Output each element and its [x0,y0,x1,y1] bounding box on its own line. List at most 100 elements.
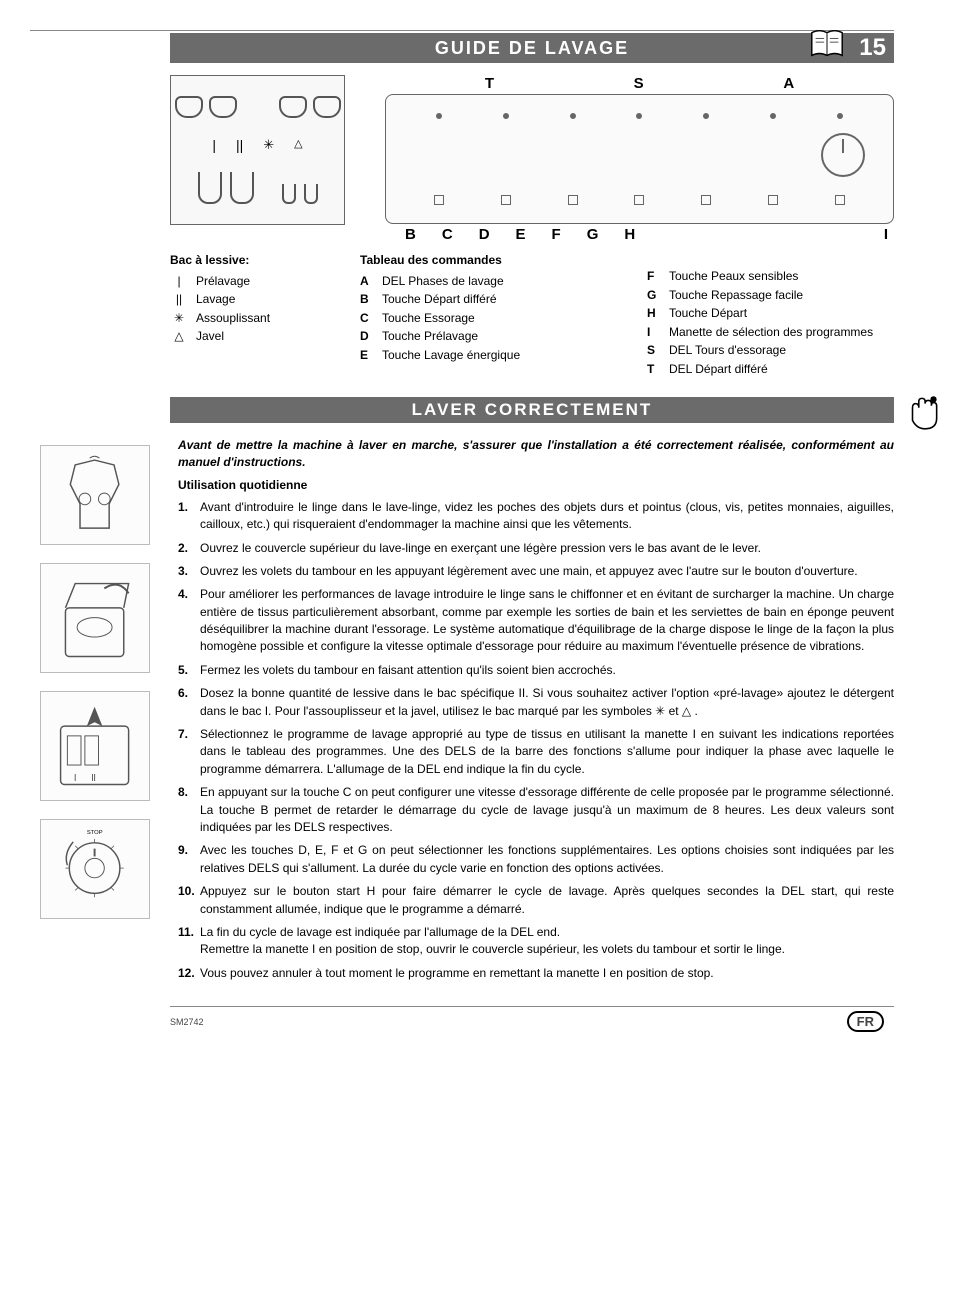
command-item: SDEL Tours d'essorage [647,341,894,360]
dispenser-label: Assouplissant [196,309,270,328]
command-label: Manette de sélection des programmes [669,323,873,342]
command-label: Touche Repassage facile [669,286,803,305]
step-text: En appuyant sur la touche C on peut conf… [200,784,894,836]
command-key: T [647,360,661,379]
command-item: G Touche Repassage facile [647,286,894,305]
label-T: T [485,75,494,92]
step-item: 11.La fin du cycle de lavage est indiqué… [178,924,894,959]
subhead: Utilisation quotidienne [178,477,894,494]
command-label: Touche Lavage énergique [382,346,520,365]
label-B: B [405,226,416,243]
intro-text: Avant de mettre la machine à laver en ma… [178,437,894,472]
command-label: Touche Prélavage [382,327,478,346]
steps-list: 1.Avant d'introduire le linge dans le la… [178,499,894,982]
lang-badge: FR [847,1011,884,1032]
symbol-assouplissant: ✳ [263,137,274,153]
step-number: 12. [178,965,200,982]
dispenser-item: || Lavage [170,290,320,309]
step-item: 7.Sélectionnez le programme de lavage ap… [178,726,894,778]
legend-commands-col2: F Touche Peaux sensibles G Touche Repassage… [647,251,894,379]
step-item: 6.Dosez la bonne quantité de lessive dan… [178,685,894,720]
page-root: GUIDE DE LAVAGE 15 | || ✳ △ [0,0,954,1062]
command-item: A DEL Phases de lavage [360,272,607,291]
program-dial [821,133,865,177]
command-key: B [360,290,374,309]
step-item: 9.Avec les touches D, E, F et G on peut … [178,842,894,877]
step-item: 12.Vous pouvez annuler à tout moment le … [178,965,894,982]
command-label: DEL Phases de lavage [382,272,504,291]
command-key: I [647,323,661,342]
command-label: Touche Départ différé [382,290,497,309]
step-number: 10. [178,883,200,918]
command-item: CTouche Essorage [360,309,607,328]
legend-row: Bac à lessive: |Prélavage||Lavage✳Assoup… [170,251,894,379]
label-D: D [479,226,490,243]
illustration-column: ||| STOP [30,437,160,989]
step-text: Dosez la bonne quantité de lessive dans … [200,685,894,720]
dispenser-item: △ Javel [170,327,320,346]
dispenser-symbol: △ [170,327,188,346]
command-label: DEL Départ différé [669,360,768,379]
label-H: H [624,226,635,243]
command-label: Touche Départ [669,304,747,323]
step-number: 9. [178,842,200,877]
hand-icon [902,391,944,433]
label-A: A [783,75,794,92]
dispenser-label: Javel [196,327,224,346]
step-text: Avant d'introduire le linge dans le lave… [200,499,894,534]
command-key: A [360,272,374,291]
command-item: DTouche Prélavage [360,327,607,346]
step-text: Fermez les volets du tambour en faisant … [200,662,894,679]
label-G: G [587,226,599,243]
footer: SM2742 FR [170,1006,894,1032]
label-E: E [516,226,526,243]
section-bar-laver: LAVER CORRECTEMENT [170,397,894,423]
dispenser-diagram: | || ✳ △ [170,75,345,225]
illus-detergent: ||| [40,691,150,801]
dispenser-item: |Prélavage [170,272,320,291]
control-panel-diagram: T S A B C D E F G H I [385,75,894,243]
step-number: 4. [178,586,200,656]
svg-text:STOP: STOP [87,831,103,837]
step-item: 2.Ouvrez le couvercle supérieur du lave-… [178,540,894,557]
command-key: H [647,304,661,323]
illus-open-lid [40,563,150,673]
command-label: DEL Tours d'essorage [669,341,786,360]
symbol-lavage: || [236,137,243,153]
step-text: Pour améliorer les performances de lavag… [200,586,894,656]
dispenser-symbol: | [170,272,188,291]
command-label: Touche Peaux sensibles [669,267,798,286]
command-item: T DEL Départ différé [647,360,894,379]
panel-labels-bottom: B C D E F G H I [385,226,894,243]
svg-text:||: || [92,773,96,782]
text-column: Avant de mettre la machine à laver en ma… [178,437,894,989]
label-F: F [552,226,561,243]
section-title: LAVER CORRECTEMENT [412,400,653,420]
step-number: 7. [178,726,200,778]
header-bar: GUIDE DE LAVAGE 15 [170,33,894,63]
command-label: Touche Essorage [382,309,475,328]
step-item: 10.Appuyez sur le bouton start H pour fa… [178,883,894,918]
diagrams-row: | || ✳ △ T S A [170,75,894,243]
legend-commands-col1: Tableau des commandes A DEL Phases de lav… [360,251,607,379]
step-item: 5.Fermez les volets du tambour en faisan… [178,662,894,679]
panel-labels-top: T S A [385,75,894,92]
step-text: Appuyez sur le bouton start H pour faire… [200,883,894,918]
command-key: F [647,267,661,286]
step-number: 3. [178,563,200,580]
panel-box [385,94,894,224]
command-item: ETouche Lavage énergique [360,346,607,365]
dispenser-symbol: || [170,290,188,309]
command-key: G [647,286,661,305]
header-title: GUIDE DE LAVAGE [435,38,629,59]
dispenser-symbol: ✳ [170,309,188,328]
commands-title: Tableau des commandes [360,251,607,270]
step-item: 3.Ouvrez les volets du tambour en les ap… [178,563,894,580]
step-text: La fin du cycle de lavage est indiquée p… [200,924,894,959]
label-S: S [634,75,644,92]
dispenser-label: Lavage [196,290,235,309]
step-text: Vous pouvez annuler à tout moment le pro… [200,965,894,982]
illus-pockets [40,445,150,545]
symbol-prelavage: | [212,137,216,153]
top-rule [30,30,894,31]
